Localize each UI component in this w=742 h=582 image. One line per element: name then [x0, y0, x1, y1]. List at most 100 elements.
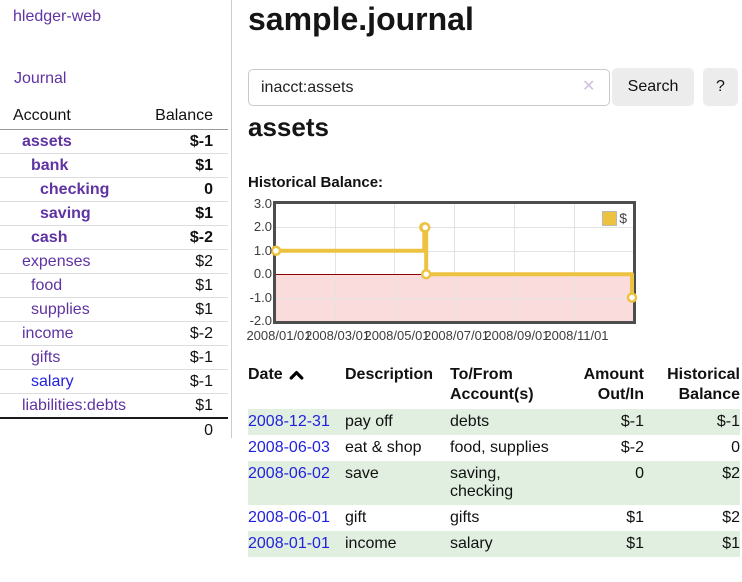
account-row: saving $1: [0, 201, 228, 226]
account-balance: $1: [135, 153, 228, 178]
column-header-amount[interactable]: Amount Out/In: [583, 366, 644, 403]
chart-gridline: [394, 204, 396, 321]
accounts-table-body: assets $-1 bank $1 checking 0 saving $1 cash $-2 e…: [0, 130, 228, 418]
accounts-cell: food, supplies: [450, 439, 549, 456]
balance-cell: $2: [722, 509, 740, 526]
column-header-accounts[interactable]: To/From Account(s): [450, 366, 534, 403]
legend-swatch: [602, 210, 618, 226]
account-name-cell: income: [0, 321, 136, 346]
accounts-cell: gifts: [450, 509, 480, 526]
amount-cell: 0: [635, 465, 644, 482]
column-header-balance[interactable]: Historical Balance: [667, 366, 740, 403]
balance-cell: $2: [722, 465, 740, 482]
search-button[interactable]: Search: [612, 68, 694, 106]
account-row: cash $-2: [0, 225, 228, 250]
account-balance: $-2: [135, 321, 228, 346]
account-link[interactable]: supplies: [31, 301, 90, 318]
account-row: salary $-1: [0, 369, 228, 394]
date-cell: 2008-06-03: [248, 435, 345, 461]
chart-gridline: [334, 204, 336, 321]
account-balance: $1: [135, 297, 228, 322]
account-link[interactable]: salary: [31, 373, 74, 390]
account-row: bank $1: [0, 153, 228, 178]
account-name-cell: expenses: [0, 249, 136, 274]
account-row: food $1: [0, 273, 228, 298]
register-table: Date Description To/From Account(s) Amou…: [248, 363, 740, 557]
account-name-cell: cash: [0, 225, 136, 250]
account-row: assets $-1: [0, 130, 228, 154]
accounts-table: Account Balance assets $-1 bank $1 checking 0…: [0, 104, 228, 442]
chart-legend: $: [602, 210, 627, 226]
account-link[interactable]: bank: [31, 157, 69, 174]
account-name-cell: salary: [0, 369, 136, 394]
accounts-total-row: 0: [0, 417, 228, 442]
accounts-cell: saving, checking: [450, 465, 514, 500]
date-cell: 2008-06-02: [248, 461, 345, 505]
chart-data-marker: [270, 245, 282, 257]
column-header-description[interactable]: Description: [345, 366, 434, 383]
account-balance: $-1: [189, 133, 213, 150]
account-balance: $-2: [135, 225, 228, 250]
help-button[interactable]: ?: [703, 68, 738, 106]
date-cell: 2008-12-31: [248, 409, 345, 435]
clear-search-icon[interactable]: ✕: [582, 78, 596, 95]
register-row: 2008-06-01 gift gifts $1 $2: [248, 505, 740, 531]
account-name-cell: checking: [0, 177, 136, 202]
transaction-date-link[interactable]: 2008-06-01: [248, 509, 330, 526]
chart-gridline: [514, 204, 515, 321]
account-balance: $1: [135, 393, 228, 418]
accounts-cell: salary: [450, 535, 493, 552]
x-tick-label: 2008/03/01: [304, 328, 371, 343]
x-tick-label: 2008/11/01: [544, 328, 609, 343]
sort-ascending-icon: [289, 371, 304, 380]
transaction-date-link[interactable]: 2008-06-02: [248, 465, 330, 482]
description-cell: save: [345, 465, 379, 482]
account-balance: $2: [135, 249, 228, 274]
date-cell: 2008-06-01: [248, 505, 345, 531]
account-link[interactable]: expenses: [22, 253, 91, 270]
account-link[interactable]: liabilities:debts: [22, 397, 127, 414]
account-balance: $-1: [135, 345, 228, 370]
column-header-date[interactable]: Date: [248, 363, 345, 409]
account-link[interactable]: saving: [40, 205, 91, 222]
description-cell: gift: [345, 509, 367, 526]
transaction-date-link[interactable]: 2008-12-31: [248, 413, 330, 430]
register-table-body: 2008-12-31 pay off debts $-1 $-1 2008-06-03 ea…: [248, 409, 740, 557]
account-link[interactable]: gifts: [31, 349, 61, 366]
register-header-row: Date Description To/From Account(s) Amou…: [248, 363, 740, 409]
register-row: 2008-12-31 pay off debts $-1 $-1: [248, 409, 740, 435]
app-brand-link[interactable]: hledger-web: [13, 8, 102, 25]
balance-cell: $1: [722, 535, 740, 552]
account-row: supplies $1: [0, 297, 228, 322]
balance-cell: $-1: [716, 413, 740, 430]
accounts-total-value: 0: [0, 417, 228, 442]
description-cell: income: [345, 535, 397, 552]
main-content: sample.journal ✕ Search ? assets Histori…: [246, 0, 742, 582]
account-link[interactable]: cash: [31, 229, 68, 246]
account-balance: 0: [135, 177, 228, 202]
account-link[interactable]: income: [22, 325, 74, 342]
transaction-date-link[interactable]: 2008-01-01: [248, 535, 330, 552]
chart-gridline: [276, 227, 633, 229]
account-name-cell: liabilities:debts: [0, 393, 136, 418]
chart-plot-area: $: [270, 201, 638, 324]
legend-label: $: [619, 210, 627, 226]
account-balance: $-1: [135, 369, 228, 394]
account-link[interactable]: assets: [22, 133, 72, 150]
account-link[interactable]: checking: [40, 181, 110, 198]
account-link[interactable]: food: [31, 277, 63, 294]
historical-balance-chart: $ 2008/01/01 2008/03/01 2008/05/01 2008/07/…: [246, 196, 742, 345]
account-name-cell: supplies: [0, 297, 136, 322]
chart-title: Historical Balance:: [248, 174, 384, 191]
chart-gridline: [276, 297, 633, 299]
transaction-date-link[interactable]: 2008-06-03: [248, 439, 330, 456]
account-name-cell: saving: [0, 201, 136, 226]
sidebar-item-journal[interactable]: Journal: [14, 70, 67, 87]
account-name-cell: gifts: [0, 345, 136, 370]
search-input[interactable]: [248, 69, 610, 106]
account-name-cell: bank: [0, 153, 136, 178]
date-cell: 2008-01-01: [248, 531, 345, 557]
y-tick-label: -2.0: [249, 313, 272, 328]
chart-data-marker: [420, 268, 432, 280]
balance-cell: 0: [731, 439, 740, 456]
